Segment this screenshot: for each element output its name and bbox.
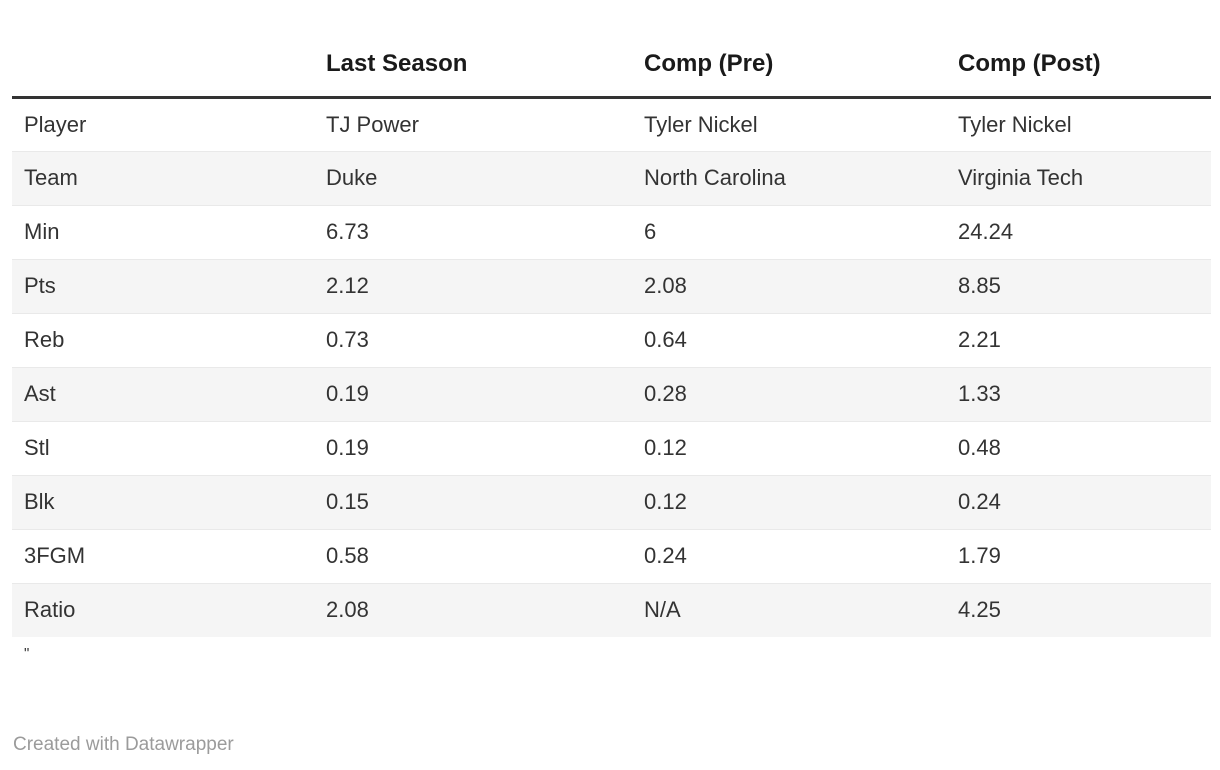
table-body: Player TJ Power Tyler Nickel Tyler Nicke… [12,97,1211,637]
cell-value: 0.48 [958,435,1001,460]
table-row: Team Duke North Carolina Virginia Tech [12,151,1211,205]
column-header-blank [12,34,314,97]
row-label: Ratio [24,597,76,623]
cell-value: 2.21 [958,327,1001,352]
cell-value: North Carolina [644,165,786,190]
table-row: Pts 2.12 2.08 8.85 [12,259,1211,313]
chart-container: Last Season Comp (Pre) Comp (Post) Playe… [12,34,1211,662]
cell-value: 0.19 [326,435,369,460]
cell-value: 4.25 [958,597,1001,623]
cell-value: Duke [326,165,378,190]
row-label: Team [24,165,78,190]
notes-text: " [24,645,30,662]
row-label: Pts [24,273,56,298]
column-header-last-season: Last Season [326,49,468,77]
cell-value: 0.12 [644,489,687,514]
row-label: Min [24,219,60,244]
cell-value: 0.12 [644,435,687,460]
cell-value: Tyler Nickel [644,111,758,137]
cell-value: 0.24 [958,489,1001,514]
table-header-row: Last Season Comp (Pre) Comp (Post) [12,34,1211,97]
table-row: Min 6.73 6 24.24 [12,205,1211,259]
table-row: Reb 0.73 0.64 2.21 [12,313,1211,367]
cell-value: 0.15 [326,489,369,514]
table-header: Last Season Comp (Pre) Comp (Post) [12,34,1211,97]
cell-value: 1.33 [958,381,1001,406]
cell-value: 0.58 [326,543,369,568]
table-row: Blk 0.15 0.12 0.24 [12,475,1211,529]
table-row: 3FGM 0.58 0.24 1.79 [12,529,1211,583]
datawrapper-attribution[interactable]: Created with Datawrapper [13,734,234,755]
comparison-table: Last Season Comp (Pre) Comp (Post) Playe… [12,34,1211,637]
row-label: Reb [24,327,65,352]
row-label: Player [24,111,87,137]
row-label: Ast [24,381,56,406]
cell-value: 0.64 [644,327,687,352]
cell-value: 0.73 [326,327,369,352]
row-label: Blk [24,489,55,514]
table-row: Player TJ Power Tyler Nickel Tyler Nicke… [12,97,1211,151]
table-row: Ast 0.19 0.28 1.33 [12,367,1211,421]
cell-value: 1.79 [958,543,1001,568]
cell-value: 2.12 [326,273,369,298]
table-row: Ratio 2.08 N/A 4.25 [12,583,1211,637]
cell-value: 24.24 [958,219,1014,244]
cell-value: 8.85 [958,273,1001,298]
cell-value: N/A [644,597,681,623]
cell-value: 6 [644,219,657,244]
cell-value: Virginia Tech [958,165,1084,190]
cell-value: 0.19 [326,381,369,406]
cell-value: Tyler Nickel [958,111,1072,137]
cell-value: 2.08 [326,597,369,623]
cell-value: 0.28 [644,381,687,406]
cell-value: 2.08 [644,273,687,298]
row-label: Stl [24,435,50,460]
column-header-comp-pre: Comp (Pre) [644,49,774,77]
table-row: Stl 0.19 0.12 0.48 [12,421,1211,475]
cell-value: 0.24 [644,543,687,568]
column-header-comp-post: Comp (Post) [958,49,1101,77]
cell-value: 6.73 [326,219,369,244]
row-label: 3FGM [24,543,86,568]
cell-value: TJ Power [326,111,419,137]
